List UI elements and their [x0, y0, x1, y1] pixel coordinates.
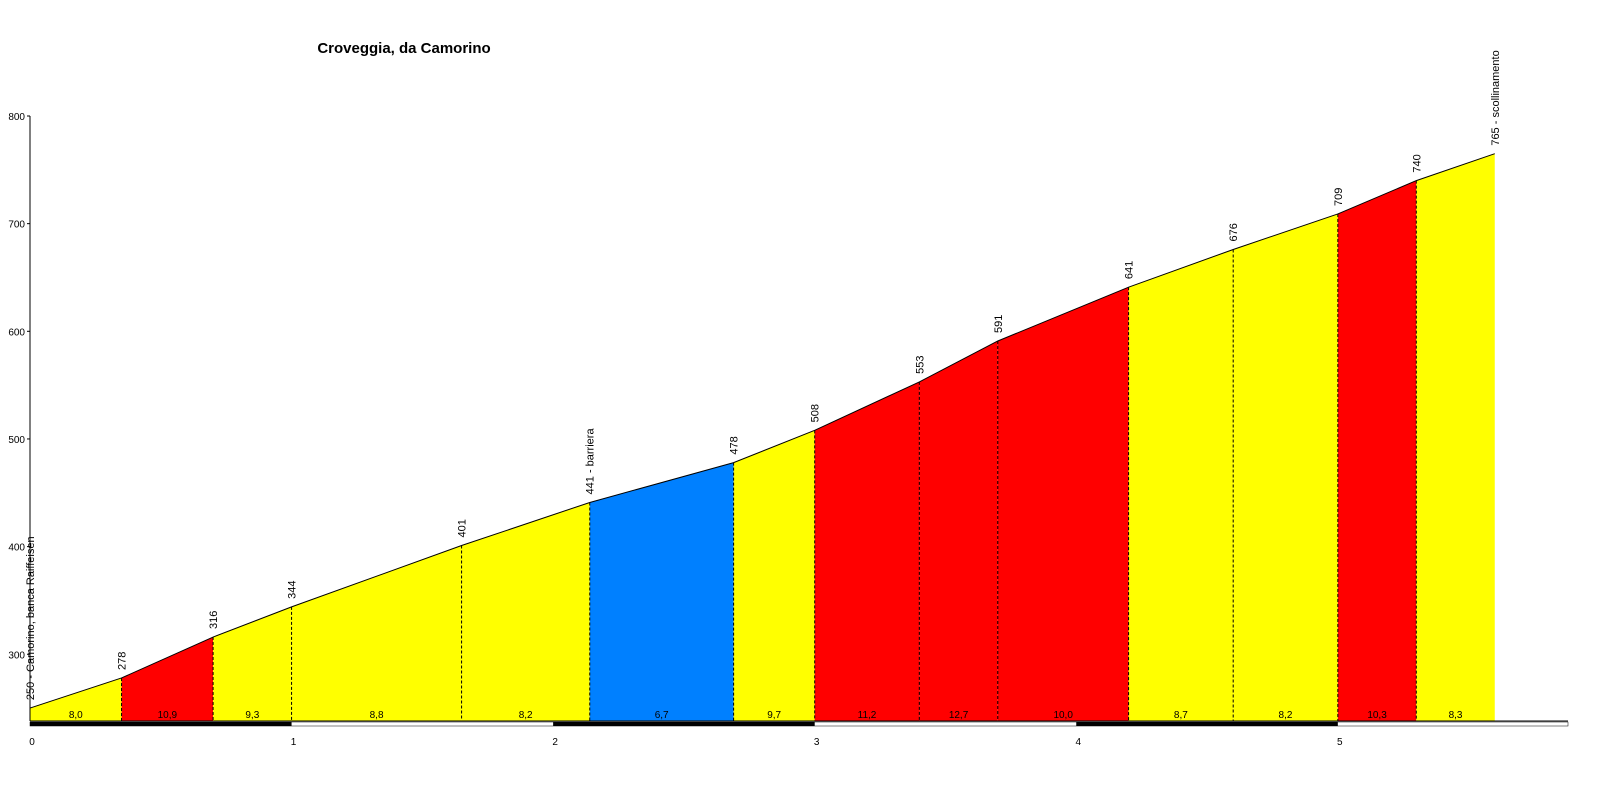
segment-gradient: 10,3: [1367, 710, 1387, 721]
y-tick-label: 700: [8, 220, 25, 231]
point-label: 316: [208, 611, 220, 629]
segment: [291, 545, 462, 721]
segment-gradient: 10,9: [158, 710, 178, 721]
point-label: 401: [457, 519, 469, 537]
distance-band: [30, 722, 292, 726]
point-label: 641: [1124, 261, 1136, 279]
point-label: 709: [1333, 188, 1345, 206]
segment: [1337, 180, 1417, 721]
segment: [733, 430, 815, 721]
point-label: 676: [1228, 223, 1240, 241]
y-tick-label: 600: [8, 327, 25, 338]
segment-gradient: 8,7: [1174, 710, 1188, 721]
segment-gradient: 9,3: [245, 710, 259, 721]
point-label: 508: [810, 404, 822, 422]
segment: [30, 677, 122, 721]
x-tick-label: 2: [552, 737, 558, 748]
y-tick-label: 800: [8, 112, 25, 123]
x-tick-label: 4: [1075, 737, 1081, 748]
segment: [1233, 213, 1338, 721]
segment: [1416, 153, 1495, 722]
segment-gradient: 8,0: [69, 710, 83, 721]
distance-band: [1076, 722, 1338, 726]
segment: [814, 381, 920, 721]
point-label: 740: [1411, 154, 1423, 172]
x-tick-label: 0: [29, 737, 35, 748]
point-label: 553: [914, 356, 926, 374]
point-label: 765 - scollinamento: [1490, 50, 1502, 145]
chart-title: Croveggia, da Camorino: [317, 40, 490, 57]
segment: [121, 637, 214, 721]
segment: [213, 606, 292, 721]
segment-gradient: 6,7: [655, 710, 669, 721]
segment-gradient: 8,2: [1279, 710, 1293, 721]
segment-gradient: 8,3: [1449, 710, 1463, 721]
x-tick-label: 3: [814, 737, 820, 748]
point-label: 250 - Camorino, banca Raiffeisen: [25, 536, 37, 700]
segment-gradient: 12,7: [949, 710, 969, 721]
point-label: 478: [729, 436, 741, 454]
point-label: 344: [287, 581, 299, 599]
segment: [1128, 249, 1234, 721]
y-tick-label: 500: [8, 435, 25, 446]
y-tick-label: 300: [8, 650, 25, 661]
segment: [589, 462, 734, 721]
x-tick-label: 5: [1337, 737, 1343, 748]
segment-gradient: 11,2: [858, 710, 877, 721]
y-tick-label: 400: [8, 543, 25, 554]
segment-gradient: 8,2: [519, 710, 533, 721]
segment-gradient: 10,0: [1053, 710, 1073, 721]
point-label: 441 - barriera: [585, 428, 597, 495]
distance-band: [553, 722, 815, 726]
segment-gradient: 8,8: [370, 710, 384, 721]
segment: [919, 340, 998, 721]
point-label: 591: [993, 315, 1005, 333]
segment-gradient: 9,7: [767, 710, 781, 721]
x-tick-label: 1: [291, 737, 297, 748]
segment: [997, 287, 1129, 721]
point-label: 278: [117, 652, 129, 670]
segment: [461, 502, 590, 721]
